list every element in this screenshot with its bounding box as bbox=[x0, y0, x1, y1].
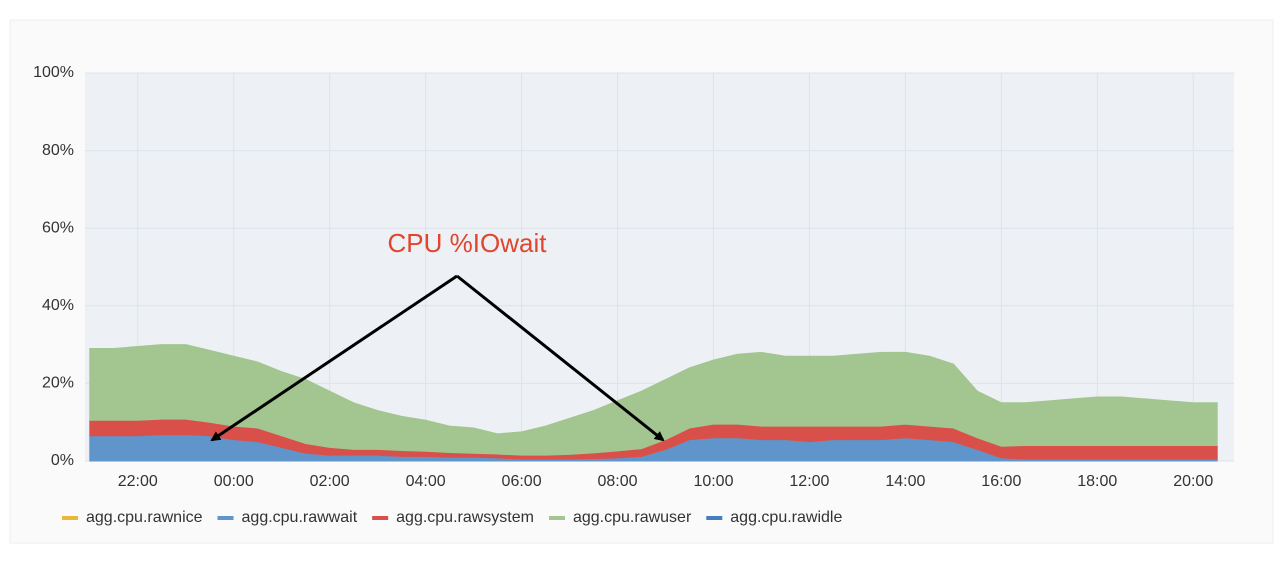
x-tick-label: 22:00 bbox=[118, 473, 158, 490]
x-tick-label: 08:00 bbox=[597, 473, 637, 490]
legend-swatch bbox=[706, 516, 723, 520]
y-tick-label: 100% bbox=[33, 64, 74, 81]
y-tick-label: 0% bbox=[51, 452, 74, 469]
x-tick-label: 00:00 bbox=[214, 473, 254, 490]
x-tick-label: 18:00 bbox=[1077, 473, 1117, 490]
legend-label: agg.cpu.rawnice bbox=[86, 509, 203, 526]
annotation-arrow bbox=[210, 274, 458, 442]
legend-label: agg.cpu.rawsystem bbox=[396, 509, 534, 526]
x-tick-label: 14:00 bbox=[885, 473, 925, 490]
areas bbox=[89, 344, 1218, 462]
annotation-arrow bbox=[456, 274, 665, 442]
legend-swatch bbox=[62, 516, 78, 520]
legend: agg.cpu.rawnice agg.cpu.rawwait agg.cpu.ra… bbox=[62, 509, 842, 526]
x-tick-label: 20:00 bbox=[1173, 473, 1213, 490]
y-tick-label: 60% bbox=[42, 219, 74, 236]
legend-swatch bbox=[548, 516, 565, 520]
legend-swatch bbox=[372, 516, 389, 520]
axes: 0% 20% 40% 60% 80% 100% 22:00 00:00 02:00 04:00 06… bbox=[33, 64, 1213, 490]
x-tick-label: 06:00 bbox=[502, 473, 542, 490]
y-tick-label: 20% bbox=[42, 375, 74, 392]
x-tick-label: 12:00 bbox=[789, 473, 829, 490]
x-tick-label: 16:00 bbox=[981, 473, 1021, 490]
legend-label: agg.cpu.rawuser bbox=[573, 509, 692, 526]
grid bbox=[85, 72, 1234, 462]
legend-label: agg.cpu.rawwait bbox=[242, 509, 358, 526]
area bbox=[89, 344, 1218, 456]
y-tick-label: 80% bbox=[42, 142, 74, 159]
legend-swatch bbox=[217, 516, 234, 520]
y-tick-label: 40% bbox=[42, 297, 74, 314]
x-tick-label: 10:00 bbox=[693, 473, 733, 490]
x-tick-label: 04:00 bbox=[406, 473, 446, 490]
x-tick-label: 02:00 bbox=[310, 473, 350, 490]
annotation: CPU %IOwait bbox=[388, 228, 548, 258]
legend-label: agg.cpu.rawidle bbox=[730, 509, 842, 526]
